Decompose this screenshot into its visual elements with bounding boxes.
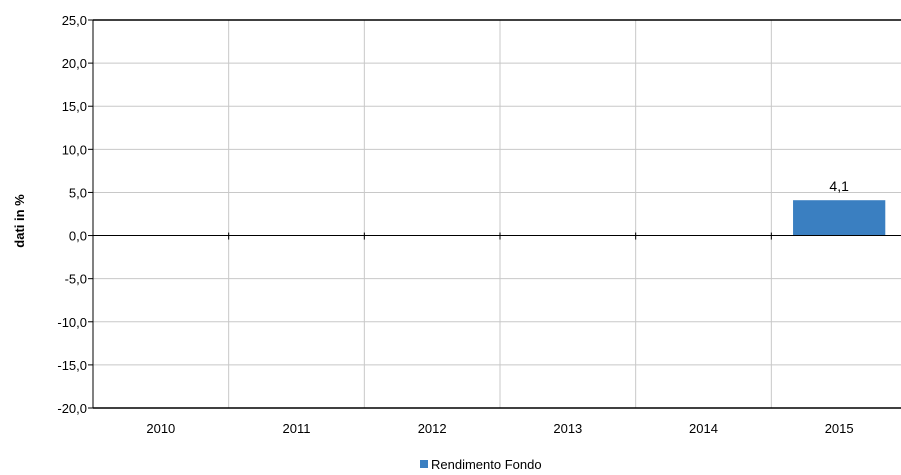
y-tick-labels: 25,0 20,0 15,0 10,0 5,0 0,0 -5,0 -10,0 -15,0 -20,… [57, 13, 87, 416]
y-tick-label: -10,0 [57, 315, 87, 330]
x-tick-label: 2013 [553, 421, 582, 436]
y-tick-label: 0,0 [69, 229, 87, 244]
legend-label: Rendimento Fondo [431, 457, 542, 472]
y-tick-label: 15,0 [62, 99, 87, 114]
x-tick-label: 2012 [418, 421, 447, 436]
y-tick-label: 10,0 [62, 142, 87, 157]
x-tick-label: 2014 [689, 421, 718, 436]
y-tick-label: 25,0 [62, 13, 87, 28]
x-tick-label: 2010 [146, 421, 175, 436]
y-tick-label: 20,0 [62, 56, 87, 71]
bars [793, 200, 885, 235]
grid-lines [93, 20, 901, 408]
y-tick-label: -20,0 [57, 401, 87, 416]
y-axis-title: dati in % [12, 194, 27, 248]
y-tick-label: 5,0 [69, 185, 87, 200]
y-tick-label: -15,0 [57, 358, 87, 373]
legend-swatch [420, 460, 428, 468]
x-tick-label: 2015 [825, 421, 854, 436]
axes [88, 20, 901, 408]
bar [793, 200, 885, 235]
x-tick-label: 2011 [283, 421, 311, 436]
data-label: 4,1 [829, 178, 849, 194]
y-tick-label: -5,0 [65, 272, 87, 287]
data-labels: 4,1 [829, 178, 849, 194]
x-tick-labels: 2010 2011 2012 2013 2014 2015 [146, 421, 853, 436]
legend: Rendimento Fondo [420, 457, 542, 472]
